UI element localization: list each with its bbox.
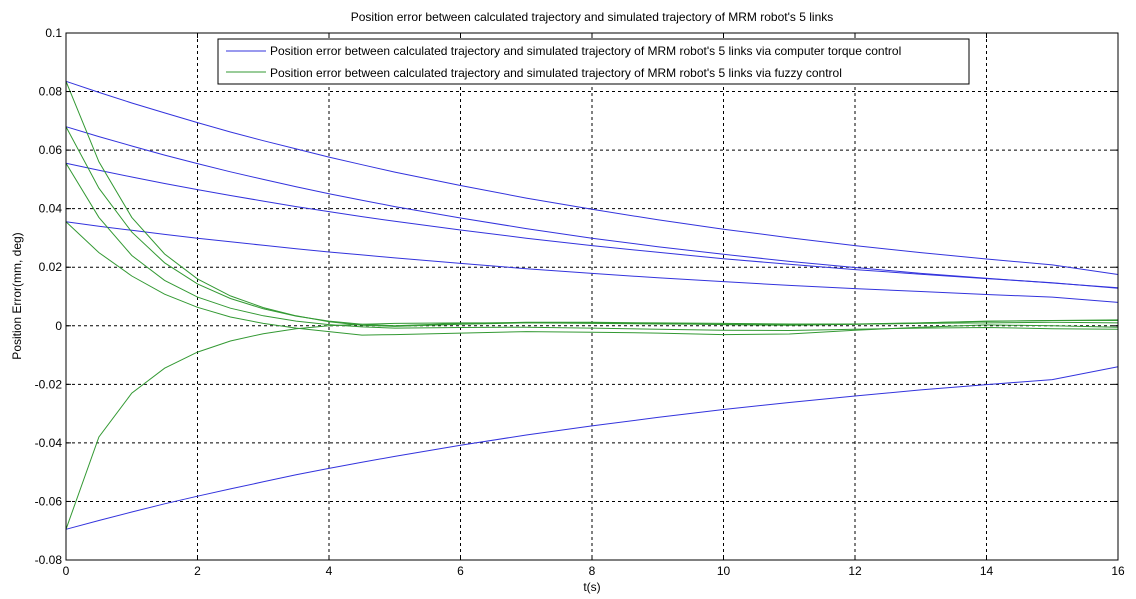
x-tick-label: 2 [194, 564, 201, 578]
grid [66, 33, 1118, 560]
y-tick-label: -0.08 [35, 553, 63, 567]
chart-title: Position error between calculated trajec… [351, 10, 834, 24]
x-tick-label: 6 [457, 564, 464, 578]
legend: Position error between calculated trajec… [217, 38, 970, 85]
y-tick-label: -0.04 [35, 436, 63, 450]
series-line-torque-0 [65, 80, 1119, 275]
y-tick-label: 0.06 [39, 143, 63, 157]
y-axis-label: Position Error(mm, deg) [10, 232, 24, 359]
legend-box [217, 38, 970, 85]
y-tick-label: 0.1 [45, 26, 62, 40]
x-tick-label: 4 [326, 564, 333, 578]
legend-label-fuzzy: Position error between calculated trajec… [270, 66, 842, 80]
series-line-torque-1 [65, 126, 1119, 289]
x-tick-label: 0 [63, 564, 70, 578]
y-tick-label: -0.06 [35, 494, 63, 508]
series-line-torque-2 [65, 162, 1119, 289]
series-line-fuzzy-9 [65, 321, 1119, 530]
series-line-fuzzy-8 [65, 221, 1119, 336]
x-axis-label: t(s) [583, 580, 600, 594]
x-tick-label: 8 [589, 564, 596, 578]
y-tick-label: 0.04 [39, 202, 63, 216]
series-line-torque-4 [65, 366, 1119, 530]
y-tick-label: 0.08 [39, 85, 63, 99]
series-line-torque-3 [65, 221, 1119, 303]
y-tick-label: 0 [55, 319, 62, 333]
x-tick-label: 16 [1111, 564, 1125, 578]
x-tick-label: 10 [717, 564, 731, 578]
y-tick-label: -0.02 [35, 377, 63, 391]
plot-area [65, 80, 1119, 530]
x-tick-label: 12 [848, 564, 862, 578]
legend-label-torque: Position error between calculated trajec… [270, 44, 901, 58]
axis-ticks: 0 2 4 6 8 10 12 14 16 -0.08 -0.06 -0.04 -0.02 0 0.02 0.… [35, 26, 1125, 578]
y-tick-label: 0.02 [39, 260, 63, 274]
x-tick-label: 14 [980, 564, 994, 578]
